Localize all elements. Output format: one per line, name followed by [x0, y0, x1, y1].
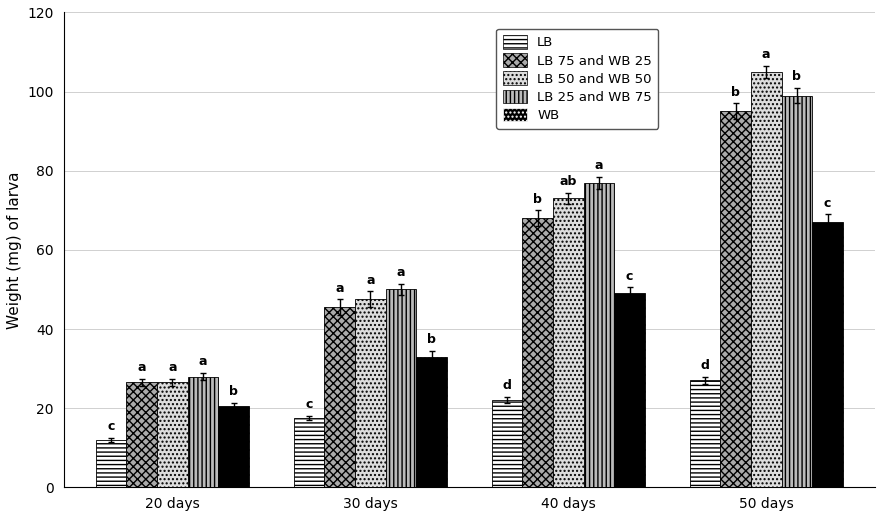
Bar	[325, 307, 355, 487]
Text: b: b	[427, 333, 437, 346]
Text: a: a	[168, 361, 176, 374]
Text: a: a	[335, 282, 344, 295]
Bar	[126, 382, 157, 487]
Text: a: a	[397, 266, 406, 279]
Text: a: a	[762, 48, 771, 61]
Bar	[553, 198, 584, 487]
Bar	[96, 440, 126, 487]
Text: c: c	[108, 420, 115, 433]
Text: a: a	[366, 274, 375, 286]
Text: b: b	[731, 85, 740, 99]
Bar	[219, 406, 249, 487]
Text: d: d	[700, 359, 709, 372]
Text: a: a	[198, 355, 207, 368]
Text: b: b	[534, 193, 542, 206]
Bar	[751, 72, 781, 487]
Bar	[491, 400, 522, 487]
Bar	[584, 183, 614, 487]
Bar	[721, 111, 751, 487]
Bar	[188, 377, 219, 487]
Text: c: c	[305, 398, 313, 411]
Legend: LB, LB 75 and WB 25, LB 50 and WB 50, LB 25 and WB 75, WB: LB, LB 75 and WB 25, LB 50 and WB 50, LB…	[497, 28, 659, 128]
Text: b: b	[229, 385, 238, 398]
Bar	[522, 218, 553, 487]
Bar	[294, 418, 325, 487]
Text: c: c	[626, 270, 633, 283]
Text: c: c	[824, 196, 831, 209]
Bar	[355, 299, 385, 487]
Text: a: a	[594, 159, 603, 172]
Text: d: d	[503, 379, 512, 392]
Bar	[157, 382, 188, 487]
Y-axis label: Weight (mg) of larva: Weight (mg) of larva	[7, 171, 22, 328]
Text: a: a	[138, 361, 146, 374]
Bar	[614, 293, 645, 487]
Bar	[416, 357, 447, 487]
Text: b: b	[792, 70, 802, 83]
Bar	[781, 95, 812, 487]
Bar	[690, 381, 721, 487]
Bar	[385, 290, 416, 487]
Text: ab: ab	[559, 175, 577, 188]
Bar	[812, 222, 843, 487]
